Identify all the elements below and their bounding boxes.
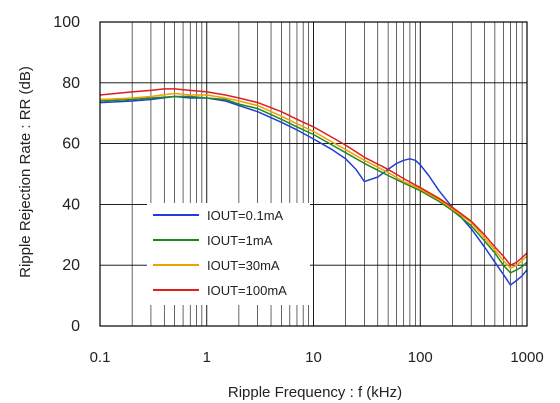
legend-label: IOUT=100mA: [207, 283, 287, 298]
series-line-3: [99, 92, 528, 269]
legend-label: IOUT=1mA: [207, 233, 273, 248]
legend-label: IOUT=0.1mA: [207, 208, 284, 223]
y-tick-label: 80: [62, 75, 80, 92]
y-tick-label: 20: [62, 257, 80, 274]
x-tick-label: 0.1: [90, 349, 111, 366]
legend: IOUT=0.1mA IOUT=1mA IOUT=30mA IOUT=100mA: [147, 203, 310, 305]
series-line-4: [99, 88, 528, 266]
x-axis-title: Ripple Frequency : f (kHz): [228, 384, 402, 401]
legend-label: IOUT=30mA: [207, 258, 280, 273]
y-axis-title: Ripple Rejection Rate : RR (dB): [17, 66, 34, 278]
x-tick-label: 1: [203, 349, 211, 366]
y-tick-label: 0: [71, 318, 80, 335]
plot-frame: [99, 21, 528, 327]
x-tick-label: 1000: [510, 349, 543, 366]
y-tick-label: 100: [53, 14, 80, 31]
tick-labels: 0.1 1 10 100 1000 0 20 40 60 80 100: [53, 14, 543, 366]
y-tick-label: 40: [62, 196, 80, 213]
y-tick-label: 60: [62, 136, 80, 153]
x-tick-label: 100: [408, 349, 433, 366]
x-tick-label: 10: [305, 349, 322, 366]
series-line-2: [99, 95, 528, 274]
series-lines: [99, 88, 528, 286]
legend-box: [147, 203, 310, 305]
